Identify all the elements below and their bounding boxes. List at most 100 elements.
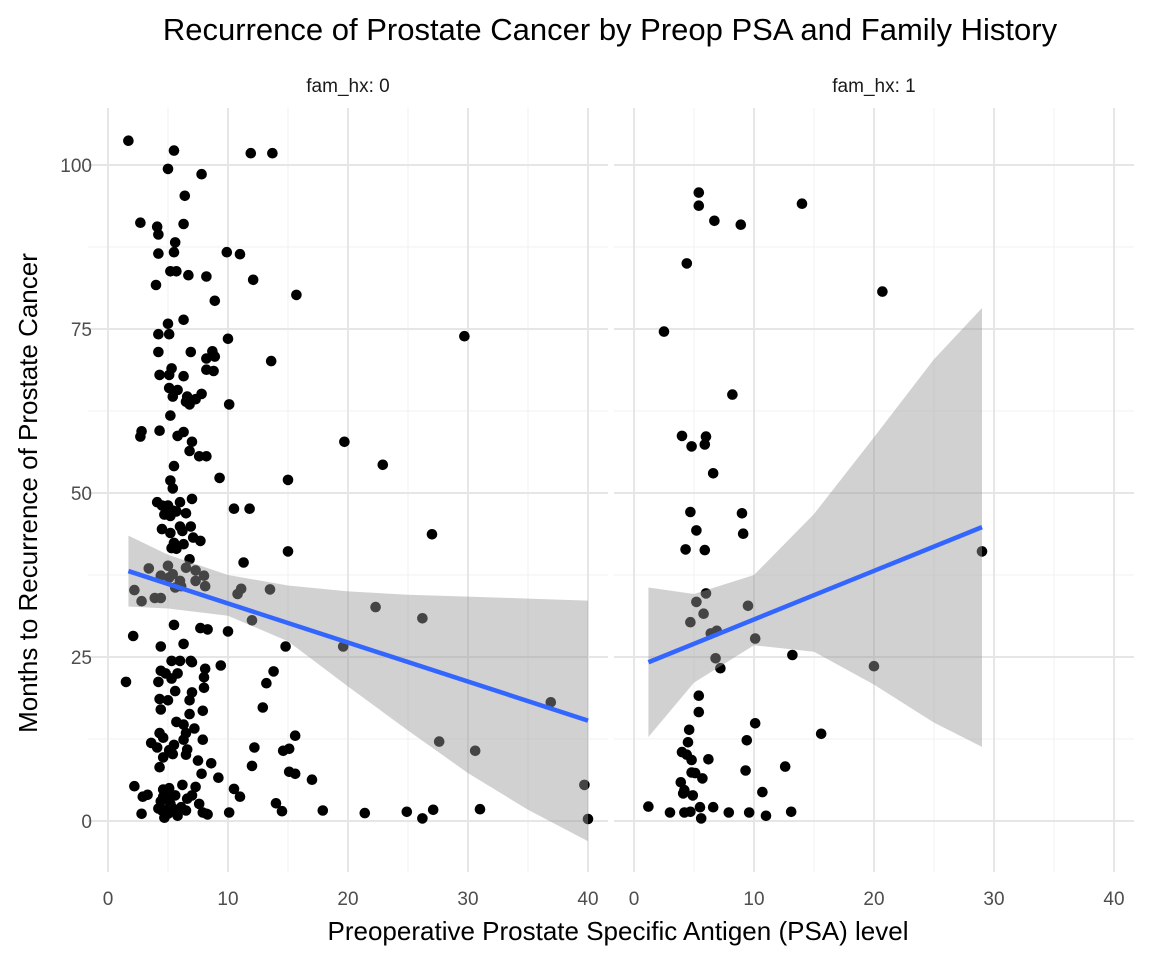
data-point <box>282 474 294 486</box>
data-point <box>469 745 481 757</box>
data-point <box>201 271 212 282</box>
data-point <box>163 382 175 394</box>
data-point <box>181 793 193 804</box>
data-point <box>246 615 258 626</box>
data-point <box>685 616 696 628</box>
data-point <box>184 554 195 565</box>
data-point <box>268 666 279 677</box>
data-point <box>723 807 735 818</box>
data-point <box>680 544 691 555</box>
data-point <box>741 735 753 746</box>
data-point <box>201 364 212 376</box>
data-point <box>221 246 233 258</box>
data-point <box>168 145 180 156</box>
data-point <box>154 425 165 437</box>
data-point <box>193 798 205 810</box>
data-point <box>185 346 197 358</box>
data-point <box>579 779 590 791</box>
data-point <box>417 613 428 624</box>
y-axis-label: Months to Recurrence of Prostate Cancer <box>13 253 43 733</box>
data-point <box>283 743 295 755</box>
data-point <box>707 801 719 813</box>
data-point <box>691 596 702 608</box>
data-point <box>168 619 180 631</box>
data-point <box>180 562 192 574</box>
data-point <box>157 732 169 743</box>
data-point <box>199 580 211 592</box>
data-point <box>165 410 176 421</box>
data-point <box>685 806 696 818</box>
data-point <box>433 736 445 747</box>
data-point <box>201 353 212 364</box>
data-point <box>178 638 189 650</box>
data-point <box>129 584 140 596</box>
data-point <box>228 783 240 795</box>
data-point <box>153 229 164 240</box>
chart-title: Recurrence of Prostate Cancer by Preop P… <box>163 12 1058 47</box>
data-point <box>264 584 276 595</box>
data-point <box>154 693 165 705</box>
data-point <box>545 697 557 708</box>
facet-panel: fam_hx: 1 0 10 20 30 40 <box>614 76 1134 910</box>
data-point <box>760 810 772 822</box>
data-point <box>150 279 162 291</box>
data-point <box>166 655 177 667</box>
data-point <box>582 813 594 825</box>
data-point <box>693 187 705 198</box>
data-point <box>703 754 714 765</box>
data-point <box>129 780 140 792</box>
data-point <box>156 500 168 511</box>
data-point <box>743 807 755 818</box>
data-point <box>205 758 217 769</box>
data-point <box>709 215 720 227</box>
data-point <box>171 543 182 555</box>
data-point <box>186 436 198 448</box>
y-tick-label: 100 <box>60 156 92 177</box>
data-point <box>427 804 439 816</box>
data-point <box>190 575 201 587</box>
data-point <box>198 570 210 581</box>
data-point <box>291 289 302 301</box>
data-point <box>184 399 195 410</box>
data-point <box>459 330 470 342</box>
data-point <box>155 592 167 604</box>
data-point <box>209 351 221 362</box>
data-point <box>710 653 721 664</box>
data-point <box>677 788 689 799</box>
data-point <box>183 269 194 281</box>
y-tick-label: 25 <box>71 648 92 669</box>
data-point <box>377 459 389 471</box>
data-point <box>163 328 175 340</box>
data-point <box>785 806 797 818</box>
data-point <box>171 506 182 517</box>
data-point <box>426 529 438 540</box>
data-point <box>223 399 235 410</box>
data-point <box>153 676 164 688</box>
data-point <box>238 557 249 568</box>
data-point <box>877 286 888 297</box>
data-point <box>257 702 269 713</box>
data-point <box>685 506 696 518</box>
data-point <box>168 460 180 472</box>
data-point <box>787 649 798 661</box>
data-point <box>201 451 212 462</box>
data-point <box>178 370 189 382</box>
data-point <box>196 768 207 780</box>
data-point <box>682 737 694 748</box>
data-point <box>694 801 706 813</box>
data-point <box>699 439 711 450</box>
data-point <box>184 695 195 706</box>
x-tick-label: 40 <box>577 889 598 910</box>
data-point <box>245 147 257 159</box>
data-point <box>169 237 181 248</box>
data-point <box>698 608 709 619</box>
data-point <box>135 217 146 228</box>
data-point <box>265 355 277 367</box>
data-point <box>234 791 246 802</box>
data-point <box>165 527 176 539</box>
data-point <box>192 755 204 766</box>
data-point <box>154 761 165 773</box>
data-point <box>202 624 213 635</box>
data-point <box>202 809 213 820</box>
